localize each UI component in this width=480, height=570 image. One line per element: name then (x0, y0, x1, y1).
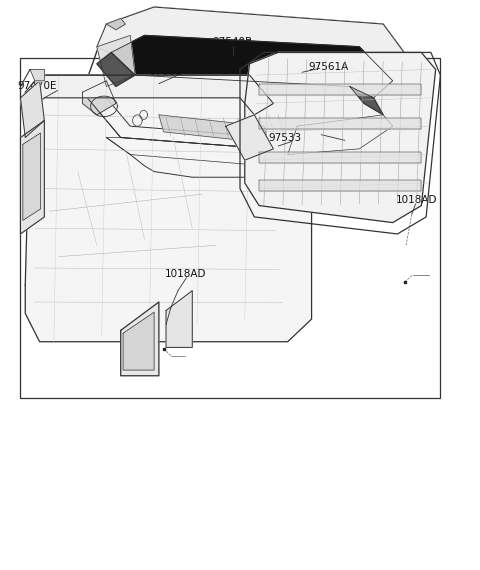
Polygon shape (21, 120, 44, 234)
Polygon shape (111, 35, 393, 98)
Polygon shape (159, 115, 269, 143)
Polygon shape (259, 152, 421, 163)
Text: 97532: 97532 (149, 67, 182, 78)
Polygon shape (226, 115, 274, 160)
Polygon shape (25, 75, 274, 115)
Text: 1018AD: 1018AD (164, 268, 206, 279)
Polygon shape (83, 81, 393, 154)
Polygon shape (120, 302, 159, 376)
Polygon shape (97, 52, 135, 87)
Polygon shape (97, 7, 417, 81)
Polygon shape (25, 75, 312, 342)
Polygon shape (123, 312, 154, 370)
Polygon shape (350, 87, 383, 115)
Polygon shape (23, 133, 40, 221)
Text: 97540B: 97540B (213, 39, 253, 49)
Polygon shape (107, 126, 393, 172)
Polygon shape (288, 115, 393, 154)
Polygon shape (166, 291, 192, 347)
Polygon shape (259, 84, 421, 95)
Polygon shape (97, 35, 135, 87)
Polygon shape (83, 81, 116, 115)
Polygon shape (21, 81, 44, 137)
Polygon shape (259, 117, 421, 129)
Text: 97540B: 97540B (213, 36, 253, 47)
Text: 97533: 97533 (269, 132, 302, 142)
Text: 1018AD: 1018AD (396, 195, 437, 205)
Bar (21, 58, 441, 398)
Polygon shape (259, 180, 421, 192)
Text: 97561A: 97561A (308, 62, 348, 72)
Text: 97470E: 97470E (17, 82, 57, 91)
Polygon shape (245, 52, 436, 223)
Polygon shape (107, 18, 125, 30)
Polygon shape (30, 70, 44, 81)
Polygon shape (83, 7, 417, 154)
